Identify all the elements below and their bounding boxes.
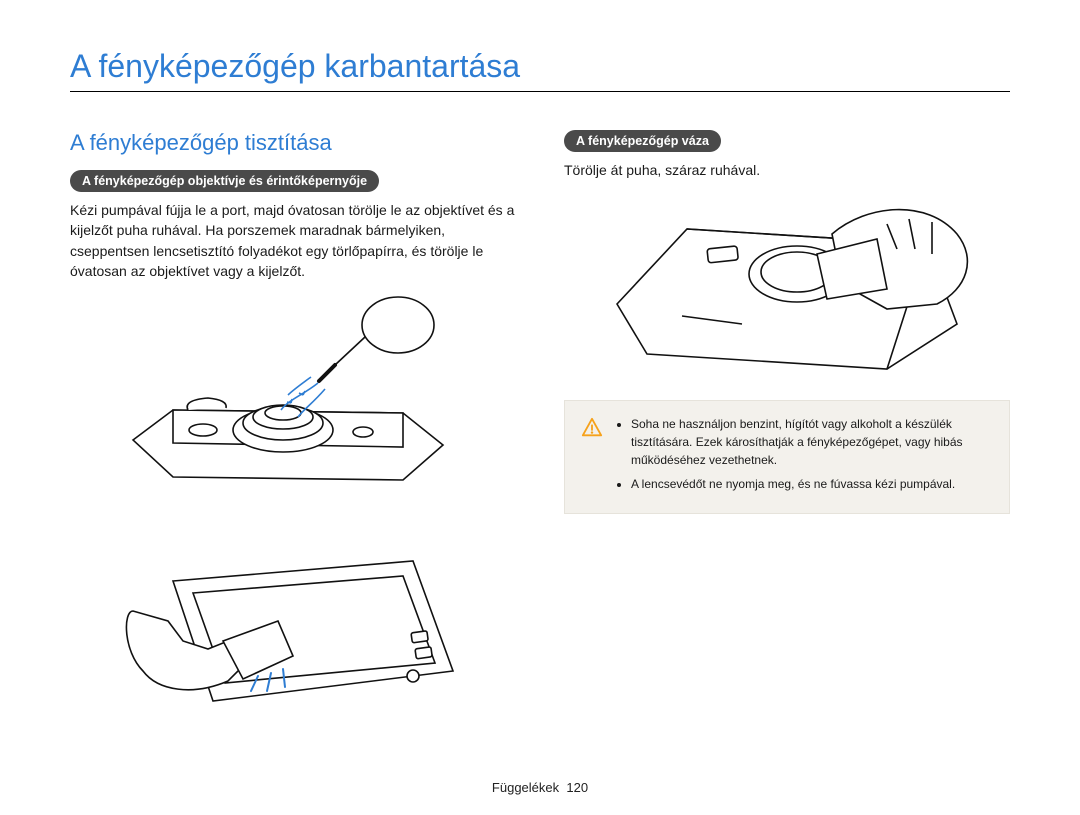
content-columns: A fényképezőgép tisztítása A fényképezőg…: [70, 130, 1010, 747]
caution-item: Soha ne használjon benzint, hígítót vagy…: [631, 415, 993, 469]
document-page: A fényképezőgép karbantartása A fényképe…: [0, 0, 1080, 815]
warning-icon: [581, 417, 603, 439]
caution-item: A lencsevédőt ne nyomja meg, és ne fúvas…: [631, 475, 993, 493]
section-title: A fényképezőgép tisztítása: [70, 130, 516, 156]
wipe-body-illustration: [587, 194, 987, 384]
caution-note: Soha ne használjon benzint, hígítót vagy…: [564, 400, 1010, 514]
page-footer: Függelékek 120: [0, 780, 1080, 795]
wipe-screen-illustration: [113, 521, 473, 731]
footer-section-label: Függelékek: [492, 780, 559, 795]
page-title: A fényképezőgép karbantartása: [70, 48, 1010, 92]
caution-list: Soha ne használjon benzint, hígítót vagy…: [617, 415, 993, 499]
lens-screen-heading: A fényképezőgép objektívje és érintőképe…: [70, 170, 379, 192]
camera-body-instructions: Törölje át puha, száraz ruhával.: [564, 160, 1010, 180]
camera-body-heading: A fényképezőgép váza: [564, 130, 721, 152]
right-column: A fényképezőgép váza Törölje át puha, sz…: [564, 130, 1010, 747]
footer-page-number: 120: [566, 780, 588, 795]
blower-camera-illustration: [103, 295, 483, 505]
left-column: A fényképezőgép tisztítása A fényképezőg…: [70, 130, 516, 747]
lens-screen-instructions: Kézi pumpával fújja le a port, majd óvat…: [70, 200, 516, 281]
